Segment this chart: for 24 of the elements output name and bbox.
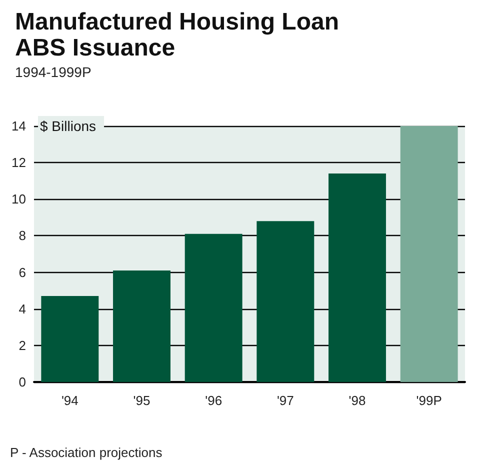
bar [41,296,99,382]
x-tick-label: '99P [416,393,442,408]
y-tick-label: 8 [18,228,26,244]
y-tick-label: 4 [18,301,26,316]
bar [400,126,458,382]
y-tick-label: 2 [18,338,26,353]
chart-subtitle: 1994-1999P [15,64,92,80]
x-tick-label: '94 [61,393,78,408]
bar [184,234,242,382]
bar [328,174,386,382]
bar [113,270,170,382]
y-tick-label: 12 [12,155,26,170]
x-tick-label: '97 [276,393,294,408]
text: P - Association projections [10,445,163,460]
y-tick-label: 6 [18,264,26,280]
x-tick-label: '95 [133,393,150,408]
chart-title: Manufactured Housing Loan ABS Issuance [15,8,339,62]
y-tick-label: 10 [12,192,26,207]
y-tick-label: 14 [12,118,26,134]
x-tick-label: '98 [348,393,366,408]
bar [256,221,314,382]
y-tick-label: 0 [18,374,26,390]
y-axis-title: $ Billions [40,118,96,134]
x-tick-label: '96 [205,393,222,408]
